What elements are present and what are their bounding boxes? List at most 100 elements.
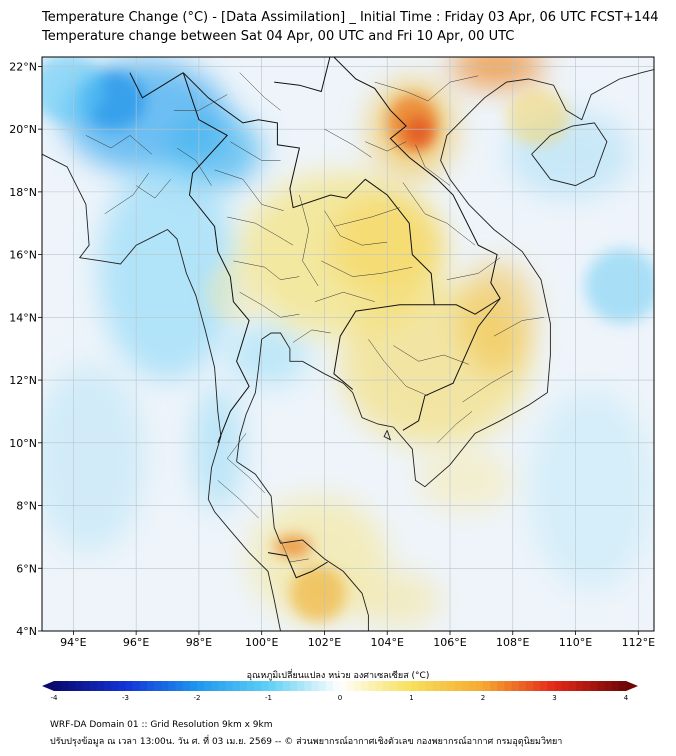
colorbar: -4 -3 -2 -1 0 1 2 3 4 [42,681,638,702]
province-border [233,260,300,280]
colorbar-cell [247,681,255,691]
colorbar-cell [590,681,598,691]
colorbar-cell [497,681,505,691]
chart-subtitle: Temperature change between Sat 04 Apr, 0… [42,29,515,44]
colorbar-cell [232,681,241,691]
colorbar-ticks: -4 -3 -2 -1 0 1 2 3 4 [51,694,629,702]
colorbar-cell [347,681,355,691]
latitude-axis: 4°N 6°N 8°N 10°N 12°N 14°N 16°N 18°N 20°N 22°N [9,60,42,638]
temperature-anomaly-region [249,496,388,622]
map-panel: 94°E 96°E 98°E 100°E 102°E 104°E 106°E 108°E 110… [9,56,655,649]
colorbar-cell [447,681,455,691]
colorbar-cell [490,681,498,691]
longitude-tick-label: 112°E [622,636,655,649]
temperature-anomaly-region [227,323,309,387]
colorbar-cell [204,681,212,691]
colorbar-cell [597,681,605,691]
colorbar-tick-label: -1 [265,694,272,702]
latitude-tick-label: 18°N [9,186,37,199]
colorbar-cell [561,681,570,691]
temperature-anomaly-region [584,248,654,324]
chart-title: Temperature Change (°C) - [Data Assimila… [42,10,659,25]
colorbar-cell [533,681,541,691]
colorbar-cell [418,681,427,691]
colorbar-tick-label: 0 [338,694,342,702]
latitude-tick-label: 22°N [9,60,37,73]
map-frame [41,56,655,632]
province-border [104,172,149,215]
latitude-tick-label: 14°N [9,311,37,324]
colorbar-cell [268,681,277,691]
province-border [85,135,152,155]
province-border [462,370,513,403]
country-border [129,72,184,99]
colorbar-cell [518,681,527,691]
colorbar-cell [175,681,184,691]
latitude-tick-label: 20°N [9,123,37,136]
longitude-axis: 94°E 96°E 98°E 100°E 102°E 104°E 106°E 108°E 110… [60,631,655,649]
province-border [226,433,265,494]
colorbar-low-extension [42,681,54,691]
colorbar-cell [304,681,312,691]
province-border [239,72,281,111]
colorbar-cells [42,681,638,691]
longitude-tick-label: 108°E [496,636,529,649]
colorbar-cell [604,681,613,691]
temperature-anomaly-region [506,88,570,145]
colorbar-cell [411,681,420,691]
colorbar-cell [146,681,155,691]
colorbar-cell [68,681,76,691]
colorbar-cell [340,681,348,691]
coastline [383,430,392,441]
colorbar-cell [289,681,298,691]
latitude-tick-label: 8°N [16,500,37,513]
colorbar-cell [218,681,226,691]
colorbar-cell [375,681,384,691]
colorbar-cell [368,681,377,691]
province-border [324,210,388,246]
province-border [176,147,212,186]
longitude-tick-label: 104°E [371,636,404,649]
province-border [217,480,259,519]
colorbar-cell [382,681,391,691]
temperature-anomaly-region [192,386,243,512]
colorbar-cell [461,681,470,691]
colorbar-cell [404,681,412,691]
latitude-tick-label: 6°N [16,562,37,575]
province-border [314,291,375,302]
longitude-tick-label: 94°E [60,636,86,649]
colorbar-cell [161,681,169,691]
colorbar-cell [118,681,126,691]
province-border [368,339,429,397]
temperature-anomaly-region [205,260,268,324]
province-border [415,144,451,186]
colorbar-tick-label: 4 [624,694,629,702]
colorbar-tick-label: -2 [194,694,201,702]
country-border [434,298,501,315]
colorbar-cell [468,681,477,691]
colorbar-cell [104,681,112,691]
temperature-anomaly-region [42,57,105,123]
province-border [437,411,473,443]
province-borders [85,72,545,563]
colorbar-cell [397,681,405,691]
temperature-field [42,57,654,628]
province-border [136,179,171,199]
country-border [267,552,328,579]
latitude-tick-label: 4°N [16,625,37,638]
province-border [173,94,228,111]
colorbar-cell [261,681,269,691]
colorbar-cell [132,681,141,691]
country-border [333,57,501,299]
colorbar-cell [311,681,319,691]
colorbar-cell [54,681,62,691]
colorbar-cell [182,681,191,691]
colorbar-cell [540,681,548,691]
footer-credit: ปรับปรุงข้อมูล ณ เวลา 13:00น. วัน ศ. ที่… [50,737,563,747]
coastline [236,69,654,488]
temperature-anomaly-region [274,535,312,558]
colorbar-cell [197,681,205,691]
colorbar-cell [325,681,334,691]
province-border [214,169,284,211]
colorbar-cell [425,681,434,691]
